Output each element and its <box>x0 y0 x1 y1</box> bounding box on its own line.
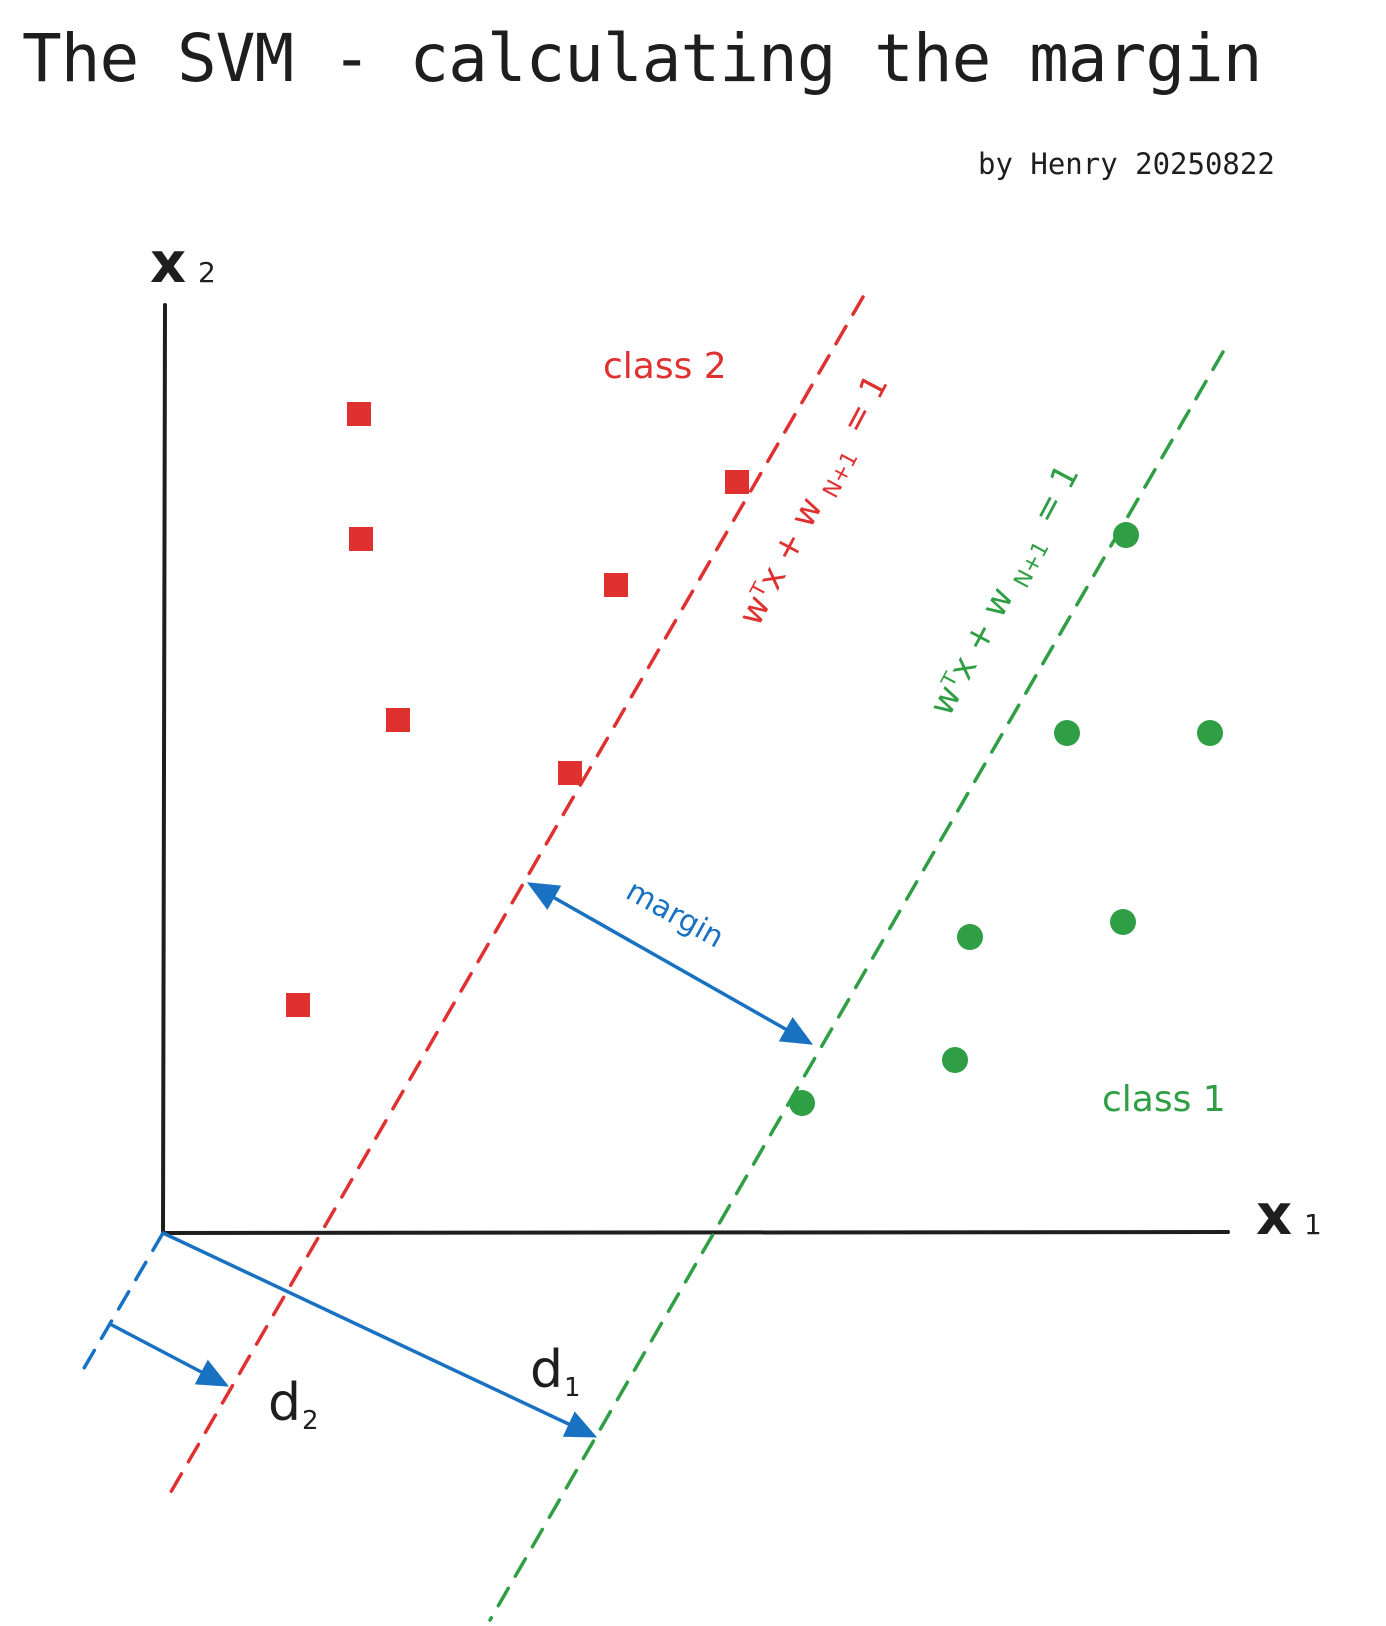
class2-point <box>347 402 371 426</box>
y-axis <box>161 303 167 1235</box>
x-axis <box>161 1230 1230 1235</box>
class2-point <box>604 573 628 597</box>
class1-point <box>942 1047 968 1073</box>
class2-point <box>558 761 582 785</box>
class1-point <box>1197 720 1223 746</box>
d2-label-sub: 2 <box>302 1406 319 1436</box>
class2-point <box>349 527 373 551</box>
y-axis-label-sub: 2 <box>198 256 216 289</box>
equation-subscript: N+1 <box>819 447 864 502</box>
equation-main: wᵀx + w <box>922 581 1023 722</box>
class1-point <box>1054 720 1080 746</box>
d1-label: d <box>530 1340 563 1400</box>
class1-point <box>789 1090 815 1116</box>
page-title: The SVM - calculating the margin <box>22 20 1263 97</box>
d2-arrow <box>109 1322 230 1387</box>
origin-reference-line <box>78 1231 165 1377</box>
equation-rhs: = 1 <box>1024 458 1088 531</box>
x-axis-label-sub: 1 <box>1304 1208 1322 1241</box>
d1-label-sub: 1 <box>564 1373 581 1403</box>
class1-boundary-line <box>488 350 1225 1622</box>
class1-point <box>957 924 983 950</box>
byline: by Henry 20250822 <box>978 147 1275 181</box>
class2-points <box>286 402 749 1017</box>
class1-point <box>1113 522 1139 548</box>
d2-label: d <box>268 1373 301 1433</box>
class2-point <box>725 470 749 494</box>
class1-point <box>1110 909 1136 935</box>
equation-main: wᵀx + w <box>731 491 832 632</box>
x-axis-label: x <box>1256 1183 1292 1248</box>
class1-boundary-equation: wᵀx + w N+1 = 1 <box>922 458 1095 726</box>
class2-point <box>286 993 310 1017</box>
axes <box>161 303 1230 1235</box>
class2-point <box>386 708 410 732</box>
equation-rhs: = 1 <box>833 368 897 441</box>
equation-subscript: N+1 <box>1010 537 1055 592</box>
margin-arrow <box>526 882 814 1045</box>
y-axis-label: x <box>150 231 186 296</box>
class1-label: class 1 <box>1102 1079 1226 1120</box>
class2-boundary-line <box>166 295 865 1499</box>
class2-boundary-equation: wᵀx + w N+1 = 1 <box>731 368 904 636</box>
class1-points <box>789 522 1223 1116</box>
class2-label: class 2 <box>603 346 727 387</box>
d1-arrow <box>162 1231 598 1438</box>
